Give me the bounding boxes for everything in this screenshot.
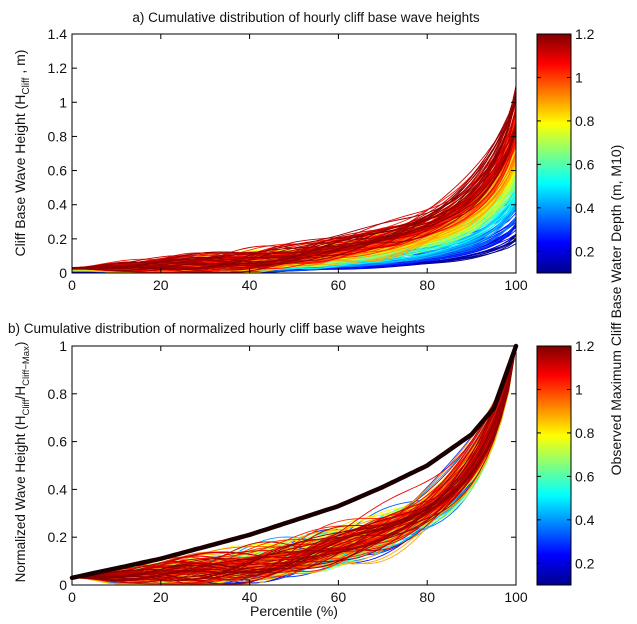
x-tick-label: 100: [504, 589, 528, 605]
panel-b-series-line: [72, 346, 516, 579]
panel-a-x-ticks: 0 20 40 60 80 100: [68, 34, 528, 293]
panel-a-series-line: [72, 91, 516, 270]
panel-b-series-line: [72, 346, 516, 582]
panel-b-series-line: [72, 346, 516, 580]
colorbar-b-gradient: [536, 345, 572, 586]
panel-a-title: a) Cumulative distribution of hourly cli…: [132, 10, 479, 25]
panel-b-series-line: [72, 346, 516, 579]
panel-b-y-ticks: 0 0.2 0.4 0.6 0.8 1: [48, 338, 516, 593]
x-tick-label: 100: [504, 277, 528, 293]
panel-a-series-line: [72, 122, 516, 272]
panel-b-series-line: [72, 346, 516, 584]
colorbar-tick-label: 0.2: [575, 555, 595, 571]
colorbar-tick-label: 0.4: [575, 512, 595, 528]
y-tick-label: 0.6: [48, 163, 68, 179]
colorbar-b-ticks: 0.2 0.4 0.6 0.8 1 1.2: [537, 338, 595, 571]
y-tick-label: 1: [59, 338, 67, 354]
y-tick-label: 1.2: [48, 60, 68, 76]
panel-a-series-line: [72, 102, 516, 269]
panel-b-series-line: [72, 346, 516, 579]
panel-a: a) Cumulative distribution of hourly cli…: [12, 10, 528, 293]
panel-a-y-ticks: 0 0.2 0.4 0.6 0.8 1 1.2 1.4: [48, 26, 516, 281]
y-tick-label: 0.4: [48, 481, 68, 497]
colorbar-b: 0.2 0.4 0.6 0.8 1 1.2: [536, 338, 595, 586]
x-tick-label: 0: [68, 589, 76, 605]
x-tick-label: 80: [419, 277, 435, 293]
panel-a-series-line: [72, 100, 516, 269]
panel-a-series-line: [72, 126, 516, 270]
colorbar-tick-label: 1: [575, 69, 583, 85]
y-tick-label: 1: [59, 94, 67, 110]
panel-a-ylabel-end: , m): [12, 50, 28, 78]
x-tick-label: 20: [153, 589, 169, 605]
panel-a-ylabel-main: Cliff Base Wave Height (H: [12, 95, 28, 257]
panel-b-ylabel-sub: Cliff: [21, 399, 32, 416]
panel-b: b) Cumulative distribution of normalized…: [8, 321, 528, 619]
colorbar-a: 0.2 0.4 0.6 0.8 1 1.2: [536, 26, 595, 274]
colorbar-tick-label: 1.2: [575, 26, 595, 42]
panel-b-lines: [72, 346, 516, 585]
x-tick-label: 0: [68, 277, 76, 293]
panel-b-axes-box: [71, 345, 517, 586]
y-tick-label: 0: [59, 265, 67, 281]
panel-b-x-axis-label: Percentile (%): [250, 603, 338, 619]
panel-b-ylabel-main: Normalized Wave Height (H: [13, 416, 28, 583]
panel-b-ylabel-end: ): [13, 342, 28, 347]
x-tick-label: 20: [153, 277, 169, 293]
colorbar-tick-label: 1: [575, 381, 583, 397]
panel-b-series-line: [72, 346, 516, 579]
colorbar-tick-label: 0.8: [575, 425, 595, 441]
panel-a-y-axis-label: Cliff Base Wave Height (HCliff , m): [12, 50, 32, 257]
y-tick-label: 0.8: [48, 386, 68, 402]
colorbar-tick-label: 0.6: [575, 156, 595, 172]
y-tick-label: 0.2: [48, 529, 68, 545]
y-tick-label: 0.6: [48, 434, 68, 450]
panel-a-series-line: [72, 100, 516, 273]
x-tick-label: 40: [242, 277, 258, 293]
colorbar-tick-label: 0.2: [575, 243, 595, 259]
panel-b-y-axis-label: Normalized Wave Height (HCliff/HCliff−Ma…: [13, 342, 32, 583]
panel-a-ylabel-sub: Cliff: [21, 77, 32, 94]
colorbar-tick-label: 0.4: [575, 200, 595, 216]
panel-a-axes-box: [71, 33, 517, 274]
y-tick-label: 0.4: [48, 197, 68, 213]
colorbar-tick-label: 0.8: [575, 113, 595, 129]
panel-b-mean-curve: [69, 343, 519, 581]
panel-a-series-line: [72, 90, 516, 270]
x-tick-label: 60: [331, 277, 347, 293]
colorbar-a-ticks: 0.2 0.4 0.6 0.8 1 1.2: [537, 26, 595, 259]
y-tick-label: 0.2: [48, 231, 68, 247]
y-tick-label: 0: [59, 577, 67, 593]
panel-b-series-line: [72, 346, 516, 579]
colorbar-label: Observed Maximum Cliff Base Water Depth …: [608, 145, 624, 476]
x-tick-label: 80: [419, 589, 435, 605]
panel-b-title: b) Cumulative distribution of normalized…: [8, 321, 425, 336]
panel-b-x-ticks: 0 20 40 60 80 100: [68, 346, 528, 605]
colorbar-tick-label: 1.2: [575, 338, 595, 354]
y-tick-label: 1.4: [48, 26, 68, 42]
colorbar-a-gradient: [536, 33, 572, 274]
panel-b-series-line: [72, 346, 516, 579]
x-tick-label: 60: [331, 589, 347, 605]
panel-a-lines: [72, 85, 516, 273]
x-tick-label: 40: [242, 589, 258, 605]
panel-b-ylabel-mid: /H: [13, 386, 28, 400]
colorbar-tick-label: 0.6: [575, 468, 595, 484]
panel-b-ylabel-sub2: Cliff−Max: [21, 346, 32, 386]
y-tick-label: 0.8: [48, 128, 68, 144]
